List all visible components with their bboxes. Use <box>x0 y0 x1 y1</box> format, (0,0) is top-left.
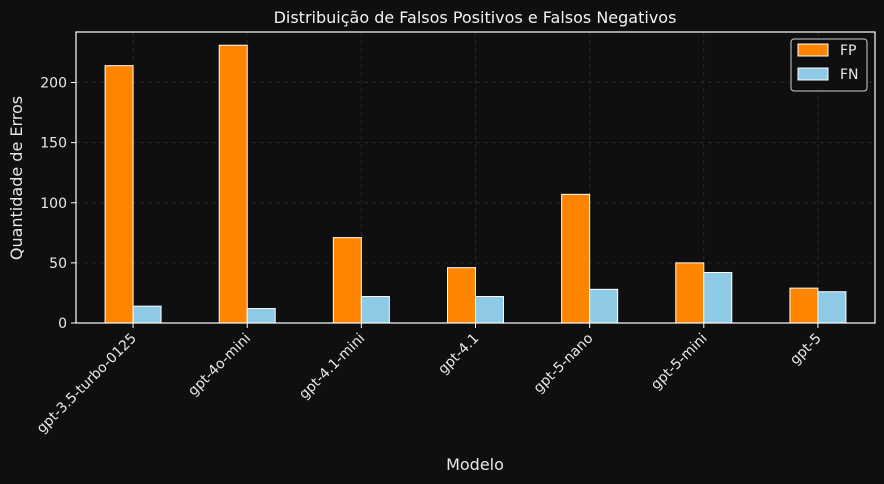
bar-fp-0 <box>104 65 134 324</box>
y-tick-label: 150 <box>40 136 67 152</box>
x-tick-label: gpt-5-mini <box>648 331 711 394</box>
x-tick-label: gpt-5 <box>787 331 825 369</box>
legend-label-fp: FP <box>840 43 857 59</box>
y-tick-label: 0 <box>58 316 67 332</box>
y-tick-label: 50 <box>49 256 67 272</box>
x-tick-label: gpt-4.1 <box>435 331 482 378</box>
chart-title: Distribuição de Falsos Positivos e Falso… <box>274 8 677 27</box>
y-tick-label: 100 <box>40 196 67 212</box>
bar-fn-1 <box>246 308 276 324</box>
y-tick-label: 200 <box>40 76 67 92</box>
x-axis-ticks: gpt-3.5-turbo-0125 gpt-4o-mini gpt-4.1-min… <box>34 323 825 437</box>
legend-swatch-fp <box>797 43 829 57</box>
bar-fp-2 <box>332 237 362 324</box>
bar-fn-2 <box>360 296 390 324</box>
x-tick-label: gpt-4.1-mini <box>296 331 368 403</box>
bar-fp-1 <box>218 44 248 324</box>
x-tick-label: gpt-4o-mini <box>185 331 254 400</box>
bar-fn-3 <box>475 296 504 324</box>
bar-fp-5 <box>675 262 705 324</box>
x-axis-title: Modelo <box>446 455 504 474</box>
bar-fn-5 <box>703 271 733 324</box>
bar-fn-0 <box>132 305 162 324</box>
x-tick-label: gpt-3.5-turbo-0125 <box>34 331 140 437</box>
bar-fn-4 <box>589 288 619 324</box>
legend-swatch-fn <box>797 67 829 81</box>
x-tick-label: gpt-5-nano <box>531 331 597 397</box>
legend: FP FN <box>790 38 868 92</box>
bar-fp-3 <box>447 267 476 324</box>
y-axis-title: Quantidade de Erros <box>7 96 26 260</box>
bars-group <box>104 44 847 324</box>
bar-fp-6 <box>789 287 819 324</box>
bar-fp-4 <box>561 193 591 324</box>
legend-label-fn: FN <box>840 67 859 83</box>
bar-fn-6 <box>817 291 847 324</box>
y-axis-ticks: 0 50 100 150 200 <box>40 76 76 332</box>
